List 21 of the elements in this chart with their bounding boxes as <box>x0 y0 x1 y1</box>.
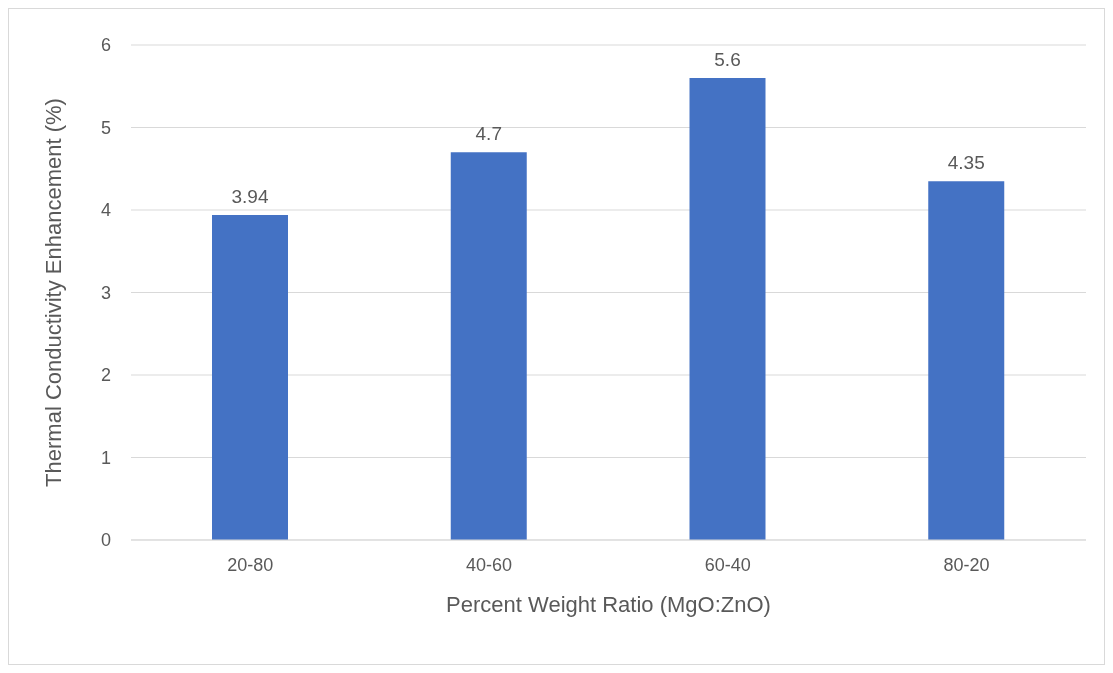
bar <box>689 78 766 540</box>
x-tick-label: 80-20 <box>943 554 990 575</box>
data-label: 5.6 <box>714 49 741 70</box>
y-tick-label: 1 <box>100 447 111 468</box>
y-tick-label: 0 <box>100 530 111 551</box>
bar <box>450 152 527 540</box>
y-tick-label: 5 <box>100 117 111 138</box>
data-label: 4.7 <box>475 123 502 145</box>
y-tick-label: 2 <box>100 365 111 386</box>
x-axis-title: Percent Weight Ratio (MgO:ZnO) <box>446 592 771 617</box>
y-tick-label: 4 <box>100 200 111 221</box>
data-label: 4.35 <box>947 152 985 174</box>
data-label: 3.94 <box>231 185 269 207</box>
bar <box>212 214 288 540</box>
y-axis-title: Thermal Conductivity Enhancement (%) <box>40 98 66 487</box>
bar <box>928 181 1005 540</box>
x-tick-label: 40-60 <box>466 554 513 575</box>
x-tick-label: 20-80 <box>227 554 274 575</box>
y-tick-label: 6 <box>100 35 111 56</box>
x-tick-label: 60-40 <box>704 554 751 575</box>
y-tick-label: 3 <box>100 282 111 303</box>
